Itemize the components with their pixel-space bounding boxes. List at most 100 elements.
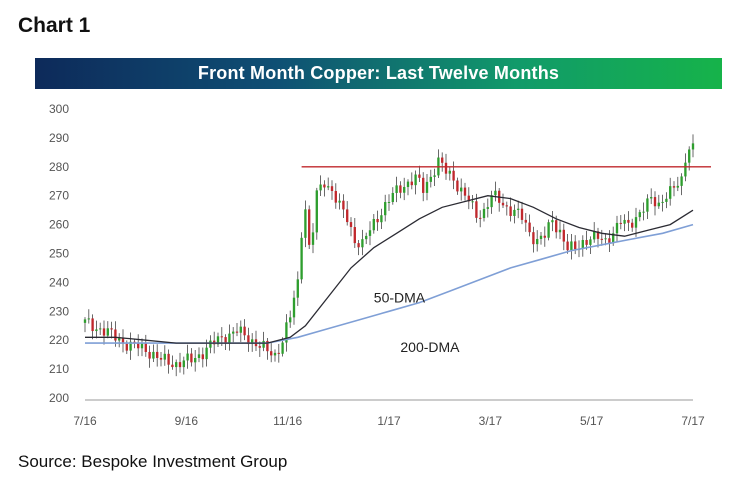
- candle-body: [566, 241, 569, 251]
- y-tick-label: 270: [49, 189, 69, 203]
- candle-body: [285, 322, 288, 343]
- candle-body: [277, 352, 280, 354]
- candle-body: [691, 143, 695, 150]
- candle-body: [441, 157, 444, 163]
- candle-body: [330, 186, 334, 191]
- candle-body: [422, 177, 425, 193]
- candle-body: [205, 347, 208, 360]
- candle-body: [182, 360, 185, 368]
- candle-body: [494, 190, 497, 196]
- candle-body: [311, 232, 315, 245]
- candle-body: [129, 341, 132, 351]
- candle-body: [414, 174, 417, 186]
- candle-body: [137, 343, 140, 349]
- annotations: 50-DMA 200-DMA: [374, 290, 460, 355]
- candle-body: [159, 357, 163, 360]
- candle-body: [517, 208, 520, 210]
- candle-body: [650, 197, 653, 199]
- candle-body: [456, 180, 459, 192]
- y-tick-label: 230: [49, 304, 69, 318]
- candle-body: [460, 187, 463, 192]
- candle-body: [273, 352, 277, 356]
- candle-body: [178, 362, 182, 368]
- candle-body: [475, 201, 478, 218]
- candle-body: [99, 328, 102, 330]
- candle-body: [410, 181, 413, 186]
- candle-body: [657, 202, 660, 207]
- candle-body: [118, 338, 121, 341]
- candle-body: [612, 233, 615, 244]
- candle-body: [536, 238, 539, 245]
- x-tick-label: 7/17: [681, 414, 705, 428]
- candle-body: [319, 184, 322, 191]
- candle-body: [463, 187, 467, 196]
- candle-body: [197, 354, 201, 359]
- candle-body: [562, 229, 565, 242]
- candle-body: [501, 202, 505, 206]
- candle-body: [281, 342, 284, 354]
- candle-body: [376, 218, 379, 223]
- x-tick-label: 3/17: [479, 414, 503, 428]
- candle-body: [270, 351, 273, 356]
- candle-body: [452, 170, 455, 181]
- candle-body: [262, 340, 265, 348]
- candle-body: [680, 176, 683, 186]
- candle-body: [384, 202, 387, 216]
- candle-body: [532, 232, 535, 245]
- y-tick-label: 300: [49, 102, 69, 116]
- candle-body: [380, 215, 383, 223]
- candle-body: [338, 200, 341, 203]
- candle-body: [429, 176, 432, 182]
- candle-body: [482, 208, 486, 219]
- candle-body: [543, 235, 546, 238]
- candle-body: [167, 353, 170, 365]
- candle-body: [365, 235, 368, 240]
- chart-title: Front Month Copper: Last Twelve Months: [197, 63, 560, 83]
- candle-body: [91, 318, 94, 332]
- ma50-line: [85, 195, 694, 344]
- candle-body: [490, 195, 493, 208]
- candle-body: [399, 185, 402, 193]
- candle-body: [395, 185, 398, 193]
- candle-body: [243, 326, 246, 336]
- candle-body: [334, 190, 337, 203]
- candle-body: [296, 279, 299, 298]
- candle-body: [623, 219, 626, 224]
- candle-body: [292, 297, 296, 318]
- ma-annotation: 200-DMA: [400, 339, 460, 355]
- candle-body: [676, 185, 679, 188]
- candle-body: [349, 222, 353, 228]
- chart-title-banner: Front Month Copper: Last Twelve Months: [35, 58, 722, 89]
- candle-body: [524, 219, 527, 223]
- candle-body: [323, 184, 326, 188]
- y-tick-label: 200: [49, 391, 69, 405]
- candle-body: [406, 181, 410, 187]
- candle-body: [83, 319, 87, 323]
- candle-body: [220, 336, 223, 338]
- candle-body: [315, 190, 318, 233]
- candle-body: [361, 239, 364, 248]
- ma-annotation: 50-DMA: [374, 290, 426, 306]
- candle-body: [190, 353, 193, 363]
- candle-body: [615, 222, 619, 234]
- candle-body: [391, 192, 394, 202]
- candle-body: [634, 217, 638, 228]
- candle-body: [387, 201, 391, 203]
- candle-body: [471, 201, 474, 203]
- x-tick-label: 9/16: [175, 414, 199, 428]
- candle-body: [228, 333, 231, 344]
- candle-body: [574, 241, 577, 250]
- moving-averages: [85, 166, 711, 344]
- candle-body: [95, 329, 98, 332]
- x-tick-label: 5/17: [580, 414, 604, 428]
- candle-body: [665, 198, 668, 202]
- x-tick-label: 1/17: [377, 414, 401, 428]
- candle-body: [418, 174, 421, 178]
- x-axis: 7/16 9/16 11/16 1/17 3/17 5/17 7/17: [73, 399, 705, 428]
- candle-body: [372, 218, 375, 231]
- candle-body: [342, 200, 345, 210]
- candle-body: [600, 238, 603, 240]
- candle-body: [239, 326, 242, 333]
- candle-body: [688, 149, 691, 163]
- candle-body: [216, 336, 220, 345]
